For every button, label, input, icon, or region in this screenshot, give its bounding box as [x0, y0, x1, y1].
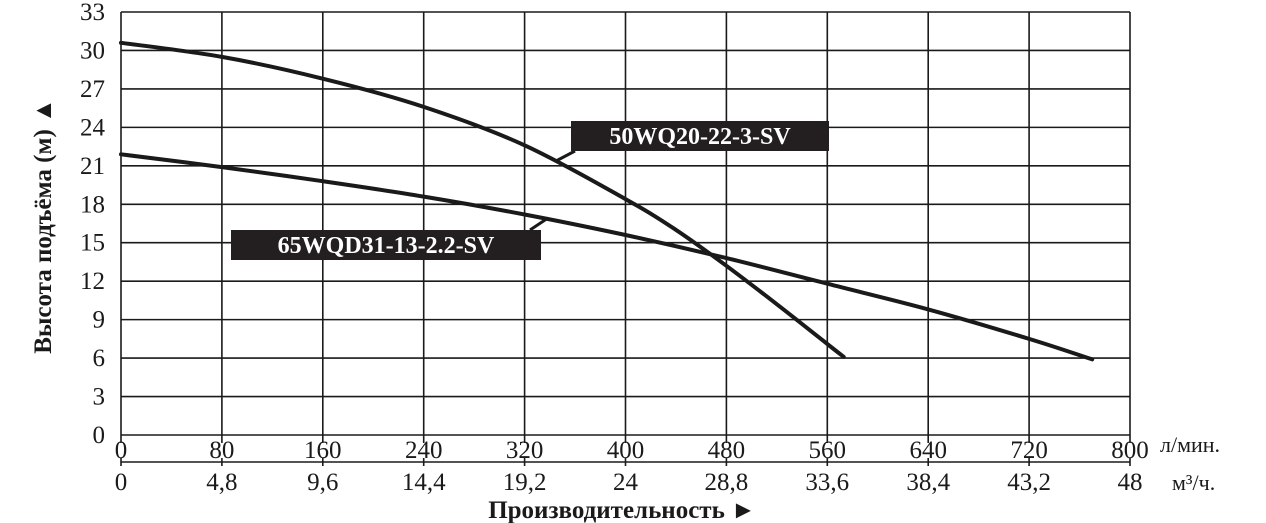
y-tick-label: 0	[93, 422, 106, 449]
series-label-box	[571, 121, 829, 151]
y-tick-label: 9	[93, 307, 106, 334]
x-tick-label: 800	[1111, 437, 1149, 464]
x-tick-label: 640	[909, 437, 947, 464]
x-tick-label-secondary: 48	[1118, 469, 1143, 496]
x-tick-label: 320	[506, 437, 544, 464]
x-tick-label-secondary: 33,6	[805, 469, 849, 496]
y-axis-title: Высота подъёма (м) ▲	[30, 98, 57, 354]
series-label-1: 50WQ20-22-3-SV	[609, 124, 791, 150]
y-tick-label: 18	[80, 191, 105, 218]
x-tick-label: 0	[115, 437, 128, 464]
x-unit-secondary: м³/ч.	[1172, 470, 1215, 495]
x-tick-label-secondary: 9,6	[307, 469, 338, 496]
y-tick-label: 27	[80, 76, 105, 103]
y-tick-label: 21	[80, 153, 105, 180]
x-tick-label-secondary: 43,2	[1007, 469, 1051, 496]
x-tick-label: 560	[809, 437, 847, 464]
x-tick-label-secondary: 24	[613, 469, 639, 496]
x-tick-label-secondary: 4,8	[206, 469, 237, 496]
tick-labels: 00804,81609,624014,432019,24002448028,85…	[80, 0, 1149, 496]
x-tick-label: 400	[607, 437, 645, 464]
x-tick-label-secondary: 38,4	[906, 469, 950, 496]
y-tick-label: 33	[80, 0, 105, 26]
x-tick-label-secondary: 0	[115, 469, 128, 496]
x-unit-primary: л/мин.	[1160, 432, 1220, 457]
curves	[119, 40, 1095, 362]
x-tick-label-secondary: 19,2	[503, 469, 547, 496]
series-label-leader	[529, 216, 549, 232]
y-tick-label: 30	[80, 37, 105, 64]
y-tick-label: 15	[80, 230, 105, 257]
y-tick-label: 3	[93, 384, 106, 411]
series-labels: 50WQ20-22-3-SV 65WQD31-13-2.2-SV	[231, 121, 829, 260]
x-tick-label: 240	[405, 437, 443, 464]
series-line-2	[119, 152, 1095, 362]
y-tick-label: 12	[80, 268, 105, 295]
series-line-1	[119, 40, 846, 359]
x-tick-label: 80	[209, 437, 234, 464]
series-label-2: 65WQD31-13-2.2-SV	[278, 233, 495, 259]
series-label-leader	[555, 149, 576, 163]
x-axis-title: Производительность ►	[488, 497, 756, 523]
x-tick-label-secondary: 14,4	[402, 469, 446, 496]
x-tick-label: 160	[304, 437, 342, 464]
series-label-box	[231, 230, 541, 260]
x-tick-label: 720	[1010, 437, 1048, 464]
x-tick-label-secondary: 28,8	[705, 469, 749, 496]
y-tick-label: 24	[80, 114, 106, 141]
y-tick-label: 6	[93, 345, 106, 372]
x-tick-label: 480	[708, 437, 746, 464]
